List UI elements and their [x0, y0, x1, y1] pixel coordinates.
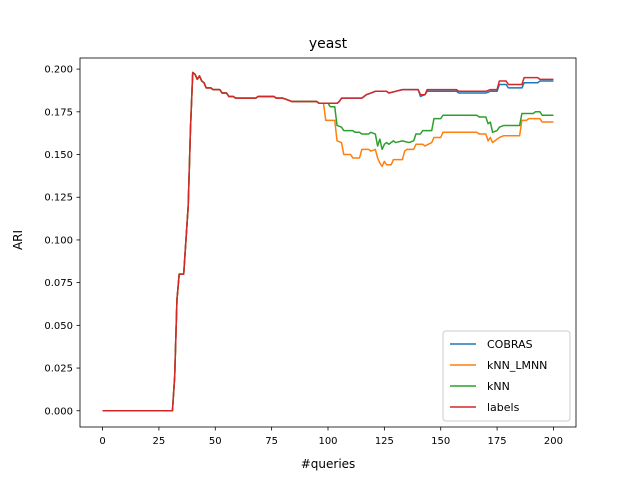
y-tick-label: 0.050 [44, 321, 73, 332]
x-tick-label: 25 [153, 436, 166, 447]
series-layer [102, 71, 554, 412]
y-tick-label: 0.125 [44, 193, 73, 204]
x-tick-label: 175 [488, 436, 507, 447]
legend-box [442, 330, 571, 422]
x-tick-label: 125 [375, 436, 394, 447]
y-tick-label: 0.000 [44, 406, 73, 417]
series-line-labels [102, 71, 554, 412]
x-tick-label: 150 [431, 436, 450, 447]
legend-label-labels: labels [487, 401, 520, 414]
legend-label-knn-lmnn: kNN_LMNN [487, 359, 547, 372]
x-tick-label: 50 [209, 436, 222, 447]
x-tick-label: 75 [265, 436, 278, 447]
legend: COBRAS kNN_LMNN kNN labels [442, 330, 571, 422]
y-tick-label: 0.150 [44, 150, 73, 161]
x-axis-label: #queries [301, 457, 356, 471]
legend-label-cobras: COBRAS [487, 338, 533, 351]
chart-title: yeast [309, 36, 348, 52]
y-axis-label: ARI [11, 230, 25, 250]
x-tick-label: 0 [99, 436, 105, 447]
y-tick-label: 0.175 [44, 107, 73, 118]
legend-label-knn: kNN [487, 380, 510, 393]
y-tick-label: 0.075 [44, 278, 73, 289]
y-tick-label: 0.100 [44, 235, 73, 246]
y-tick-label: 0.025 [44, 364, 73, 375]
x-tick-label: 100 [318, 436, 337, 447]
ticks-layer: 0 25 50 75 100 125 150 175 200 0.000 0.025 0.050 0.0… [44, 65, 563, 447]
y-tick-label: 0.200 [44, 65, 73, 76]
x-tick-label: 200 [544, 436, 563, 447]
